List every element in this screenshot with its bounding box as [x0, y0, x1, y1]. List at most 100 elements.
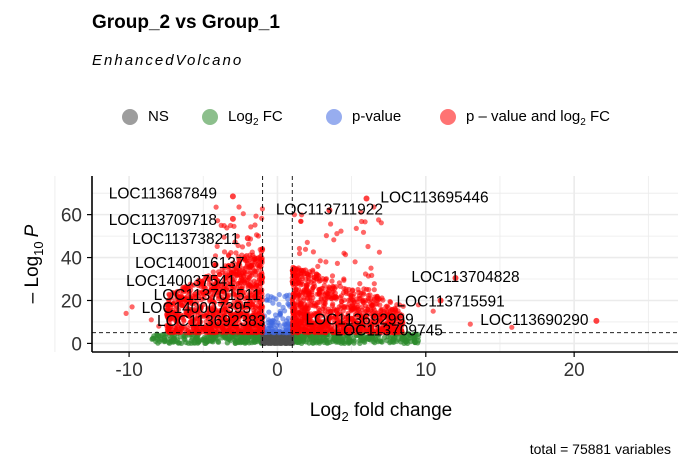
point — [229, 328, 235, 334]
point — [282, 335, 289, 342]
x-tick-label: 0 — [272, 360, 283, 381]
point — [334, 260, 340, 266]
point — [172, 327, 178, 334]
point — [332, 286, 338, 292]
point — [259, 215, 265, 221]
point — [227, 303, 233, 309]
point — [255, 286, 261, 293]
point — [392, 309, 398, 315]
point — [330, 301, 336, 307]
point — [322, 291, 328, 297]
point — [217, 294, 223, 300]
point — [198, 305, 204, 311]
point — [340, 339, 346, 345]
point — [220, 297, 226, 303]
point — [280, 304, 286, 310]
point — [328, 221, 334, 227]
point — [268, 294, 274, 300]
point — [265, 319, 271, 326]
point — [202, 291, 208, 297]
point — [129, 304, 135, 310]
point — [222, 270, 228, 276]
point — [181, 296, 188, 302]
point — [365, 292, 371, 299]
point — [215, 284, 221, 290]
point — [253, 213, 259, 219]
axes: -10 0 10 20 0 20 40 60 Log2 fold change – Log10P — [22, 176, 678, 424]
point — [234, 233, 240, 239]
point — [263, 297, 270, 303]
point — [230, 291, 236, 297]
point — [338, 306, 344, 312]
point — [189, 321, 196, 328]
point-label: LOC113692383 — [157, 313, 265, 330]
point — [303, 311, 309, 317]
point — [155, 340, 161, 346]
point — [225, 321, 231, 328]
point — [338, 228, 344, 234]
point — [307, 294, 313, 300]
point — [362, 309, 368, 315]
point — [244, 261, 251, 267]
point — [415, 302, 421, 308]
point — [180, 312, 187, 318]
legend-swatch-pvalue — [326, 109, 342, 125]
point — [221, 234, 227, 240]
point — [265, 340, 272, 346]
point — [265, 334, 271, 340]
point — [167, 310, 173, 317]
point — [214, 243, 220, 249]
point — [296, 292, 302, 298]
point — [302, 305, 308, 311]
point — [437, 297, 444, 304]
point — [285, 321, 291, 327]
point — [250, 298, 256, 305]
point-label: LOC113695446 — [380, 190, 488, 207]
point — [509, 324, 515, 330]
point — [377, 302, 383, 308]
point — [222, 265, 228, 271]
point — [304, 322, 311, 328]
point — [164, 301, 170, 308]
point — [206, 273, 212, 279]
point — [238, 335, 244, 341]
point — [230, 269, 237, 275]
point — [199, 324, 205, 330]
point — [329, 273, 336, 279]
point — [365, 334, 371, 340]
point — [310, 340, 316, 346]
point — [388, 315, 394, 321]
point — [361, 286, 367, 292]
point — [322, 338, 328, 344]
point — [301, 287, 308, 293]
point — [354, 304, 360, 311]
point — [354, 327, 360, 333]
point — [236, 261, 242, 267]
point — [376, 249, 382, 255]
point — [331, 237, 337, 243]
caption-total-variables: total = 75881 variables — [529, 441, 671, 457]
point-label: LOC140037541 — [126, 273, 235, 290]
point — [174, 303, 180, 309]
point — [374, 293, 380, 300]
point — [340, 326, 346, 332]
point — [225, 262, 232, 269]
point — [236, 204, 242, 210]
point — [278, 333, 284, 340]
point — [379, 295, 385, 301]
point — [326, 284, 332, 290]
point-label: LOC140007395 — [142, 300, 251, 317]
point — [209, 304, 215, 310]
point — [217, 301, 223, 307]
point — [186, 299, 192, 305]
point — [371, 287, 377, 293]
point — [393, 317, 399, 323]
point — [191, 340, 197, 346]
point — [319, 321, 325, 327]
point — [384, 315, 390, 321]
point — [452, 275, 459, 281]
point — [334, 320, 340, 326]
point — [208, 280, 214, 286]
point — [375, 333, 382, 340]
point — [239, 244, 246, 250]
